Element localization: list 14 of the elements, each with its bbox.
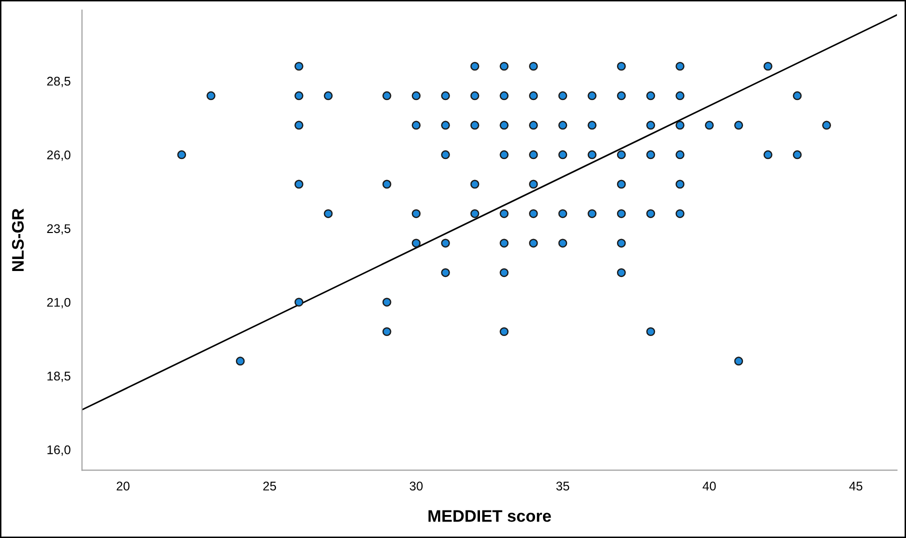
x-tick-label: 30	[410, 482, 423, 491]
y-tick-label: 18,5	[48, 372, 70, 382]
y-tick-label: 26,0	[47, 150, 70, 161]
y-tick-label: 21,0	[47, 298, 70, 308]
x-tick-label: 20	[116, 482, 130, 491]
x-tick-label: 45	[849, 482, 862, 491]
y-tick-label: 28,5	[47, 76, 70, 88]
x-axis-title: MEDDIET score	[428, 510, 551, 522]
y-tick-label: 23,5	[47, 224, 70, 235]
x-tick-label: 25	[263, 482, 276, 491]
y-tick-label: 16,0	[48, 445, 70, 456]
x-tick-label: 40	[702, 482, 716, 491]
x-tick-label: 35	[556, 482, 570, 491]
y-axis-title: NLS-GR	[12, 208, 24, 272]
